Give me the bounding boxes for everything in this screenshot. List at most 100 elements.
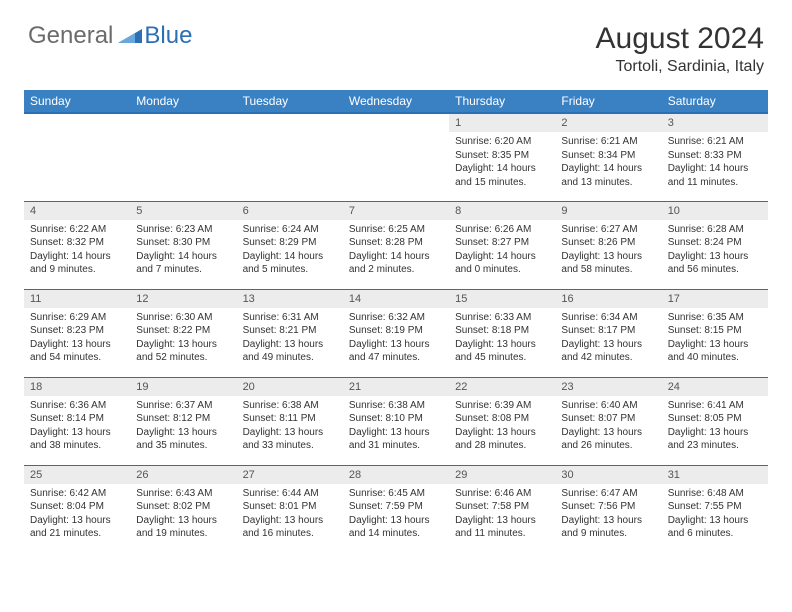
weekday-header: Friday	[555, 90, 661, 113]
day-number: 26	[130, 466, 236, 484]
day-number: 8	[449, 202, 555, 220]
day-content: Sunrise: 6:30 AMSunset: 8:22 PMDaylight:…	[130, 308, 236, 369]
day-number: 21	[343, 378, 449, 396]
day-number: 22	[449, 378, 555, 396]
day-content: Sunrise: 6:21 AMSunset: 8:33 PMDaylight:…	[662, 132, 768, 193]
calendar-cell: 19Sunrise: 6:37 AMSunset: 8:12 PMDayligh…	[130, 377, 236, 465]
calendar-cell: 16Sunrise: 6:34 AMSunset: 8:17 PMDayligh…	[555, 289, 661, 377]
calendar-table: SundayMondayTuesdayWednesdayThursdayFrid…	[24, 90, 768, 553]
calendar-cell: 12Sunrise: 6:30 AMSunset: 8:22 PMDayligh…	[130, 289, 236, 377]
calendar-cell: 29Sunrise: 6:46 AMSunset: 7:58 PMDayligh…	[449, 465, 555, 553]
day-number: 23	[555, 378, 661, 396]
day-content: Sunrise: 6:23 AMSunset: 8:30 PMDaylight:…	[130, 220, 236, 281]
calendar-cell: 20Sunrise: 6:38 AMSunset: 8:11 PMDayligh…	[237, 377, 343, 465]
day-content: Sunrise: 6:34 AMSunset: 8:17 PMDaylight:…	[555, 308, 661, 369]
logo-text-general: General	[28, 22, 113, 50]
day-number	[343, 114, 449, 132]
day-content: Sunrise: 6:31 AMSunset: 8:21 PMDaylight:…	[237, 308, 343, 369]
day-number: 17	[662, 290, 768, 308]
day-content: Sunrise: 6:29 AMSunset: 8:23 PMDaylight:…	[24, 308, 130, 369]
day-content: Sunrise: 6:21 AMSunset: 8:34 PMDaylight:…	[555, 132, 661, 193]
calendar-cell: 23Sunrise: 6:40 AMSunset: 8:07 PMDayligh…	[555, 377, 661, 465]
day-number: 9	[555, 202, 661, 220]
calendar-cell: 10Sunrise: 6:28 AMSunset: 8:24 PMDayligh…	[662, 201, 768, 289]
calendar-cell: 1Sunrise: 6:20 AMSunset: 8:35 PMDaylight…	[449, 113, 555, 201]
day-number: 11	[24, 290, 130, 308]
day-content: Sunrise: 6:25 AMSunset: 8:28 PMDaylight:…	[343, 220, 449, 281]
day-content: Sunrise: 6:40 AMSunset: 8:07 PMDaylight:…	[555, 396, 661, 457]
day-number: 6	[237, 202, 343, 220]
day-number: 20	[237, 378, 343, 396]
day-number: 28	[343, 466, 449, 484]
day-content: Sunrise: 6:45 AMSunset: 7:59 PMDaylight:…	[343, 484, 449, 545]
calendar-cell: 5Sunrise: 6:23 AMSunset: 8:30 PMDaylight…	[130, 201, 236, 289]
calendar-cell: 22Sunrise: 6:39 AMSunset: 8:08 PMDayligh…	[449, 377, 555, 465]
weekday-header: Sunday	[24, 90, 130, 113]
day-content: Sunrise: 6:43 AMSunset: 8:02 PMDaylight:…	[130, 484, 236, 545]
calendar-cell: 7Sunrise: 6:25 AMSunset: 8:28 PMDaylight…	[343, 201, 449, 289]
day-number: 25	[24, 466, 130, 484]
calendar-cell	[343, 113, 449, 201]
day-content: Sunrise: 6:41 AMSunset: 8:05 PMDaylight:…	[662, 396, 768, 457]
logo: General Blue	[28, 22, 192, 50]
calendar-cell	[24, 113, 130, 201]
day-number	[24, 114, 130, 132]
weekday-header: Wednesday	[343, 90, 449, 113]
weekday-header: Saturday	[662, 90, 768, 113]
day-content: Sunrise: 6:39 AMSunset: 8:08 PMDaylight:…	[449, 396, 555, 457]
calendar-cell: 11Sunrise: 6:29 AMSunset: 8:23 PMDayligh…	[24, 289, 130, 377]
location-label: Tortoli, Sardinia, Italy	[596, 58, 764, 76]
day-content: Sunrise: 6:28 AMSunset: 8:24 PMDaylight:…	[662, 220, 768, 281]
calendar-cell: 27Sunrise: 6:44 AMSunset: 8:01 PMDayligh…	[237, 465, 343, 553]
day-content: Sunrise: 6:32 AMSunset: 8:19 PMDaylight:…	[343, 308, 449, 369]
weekday-header: Tuesday	[237, 90, 343, 113]
day-number: 29	[449, 466, 555, 484]
day-number	[237, 114, 343, 132]
day-number: 10	[662, 202, 768, 220]
day-number: 24	[662, 378, 768, 396]
calendar-cell: 26Sunrise: 6:43 AMSunset: 8:02 PMDayligh…	[130, 465, 236, 553]
day-number	[130, 114, 236, 132]
weekday-header: Monday	[130, 90, 236, 113]
day-content: Sunrise: 6:33 AMSunset: 8:18 PMDaylight:…	[449, 308, 555, 369]
day-number: 5	[130, 202, 236, 220]
calendar-cell: 4Sunrise: 6:22 AMSunset: 8:32 PMDaylight…	[24, 201, 130, 289]
calendar-cell	[130, 113, 236, 201]
day-number: 27	[237, 466, 343, 484]
calendar-cell: 14Sunrise: 6:32 AMSunset: 8:19 PMDayligh…	[343, 289, 449, 377]
calendar-cell: 18Sunrise: 6:36 AMSunset: 8:14 PMDayligh…	[24, 377, 130, 465]
day-number: 19	[130, 378, 236, 396]
day-content: Sunrise: 6:38 AMSunset: 8:10 PMDaylight:…	[343, 396, 449, 457]
day-content: Sunrise: 6:26 AMSunset: 8:27 PMDaylight:…	[449, 220, 555, 281]
day-content: Sunrise: 6:44 AMSunset: 8:01 PMDaylight:…	[237, 484, 343, 545]
calendar-cell: 3Sunrise: 6:21 AMSunset: 8:33 PMDaylight…	[662, 113, 768, 201]
day-content: Sunrise: 6:47 AMSunset: 7:56 PMDaylight:…	[555, 484, 661, 545]
day-content: Sunrise: 6:38 AMSunset: 8:11 PMDaylight:…	[237, 396, 343, 457]
day-number: 31	[662, 466, 768, 484]
calendar-cell: 21Sunrise: 6:38 AMSunset: 8:10 PMDayligh…	[343, 377, 449, 465]
calendar-cell: 9Sunrise: 6:27 AMSunset: 8:26 PMDaylight…	[555, 201, 661, 289]
calendar-cell: 28Sunrise: 6:45 AMSunset: 7:59 PMDayligh…	[343, 465, 449, 553]
calendar-cell: 13Sunrise: 6:31 AMSunset: 8:21 PMDayligh…	[237, 289, 343, 377]
day-content: Sunrise: 6:27 AMSunset: 8:26 PMDaylight:…	[555, 220, 661, 281]
calendar-cell: 17Sunrise: 6:35 AMSunset: 8:15 PMDayligh…	[662, 289, 768, 377]
calendar-cell	[237, 113, 343, 201]
calendar-cell: 8Sunrise: 6:26 AMSunset: 8:27 PMDaylight…	[449, 201, 555, 289]
calendar-cell: 6Sunrise: 6:24 AMSunset: 8:29 PMDaylight…	[237, 201, 343, 289]
day-number: 1	[449, 114, 555, 132]
day-content: Sunrise: 6:22 AMSunset: 8:32 PMDaylight:…	[24, 220, 130, 281]
calendar-cell: 31Sunrise: 6:48 AMSunset: 7:55 PMDayligh…	[662, 465, 768, 553]
day-content: Sunrise: 6:24 AMSunset: 8:29 PMDaylight:…	[237, 220, 343, 281]
day-content: Sunrise: 6:37 AMSunset: 8:12 PMDaylight:…	[130, 396, 236, 457]
day-number: 13	[237, 290, 343, 308]
day-number: 30	[555, 466, 661, 484]
day-content: Sunrise: 6:36 AMSunset: 8:14 PMDaylight:…	[24, 396, 130, 457]
weekday-header: Thursday	[449, 90, 555, 113]
day-number: 4	[24, 202, 130, 220]
day-content: Sunrise: 6:46 AMSunset: 7:58 PMDaylight:…	[449, 484, 555, 545]
calendar-cell: 24Sunrise: 6:41 AMSunset: 8:05 PMDayligh…	[662, 377, 768, 465]
day-number: 7	[343, 202, 449, 220]
day-content: Sunrise: 6:20 AMSunset: 8:35 PMDaylight:…	[449, 132, 555, 193]
calendar-cell: 15Sunrise: 6:33 AMSunset: 8:18 PMDayligh…	[449, 289, 555, 377]
calendar-cell: 30Sunrise: 6:47 AMSunset: 7:56 PMDayligh…	[555, 465, 661, 553]
